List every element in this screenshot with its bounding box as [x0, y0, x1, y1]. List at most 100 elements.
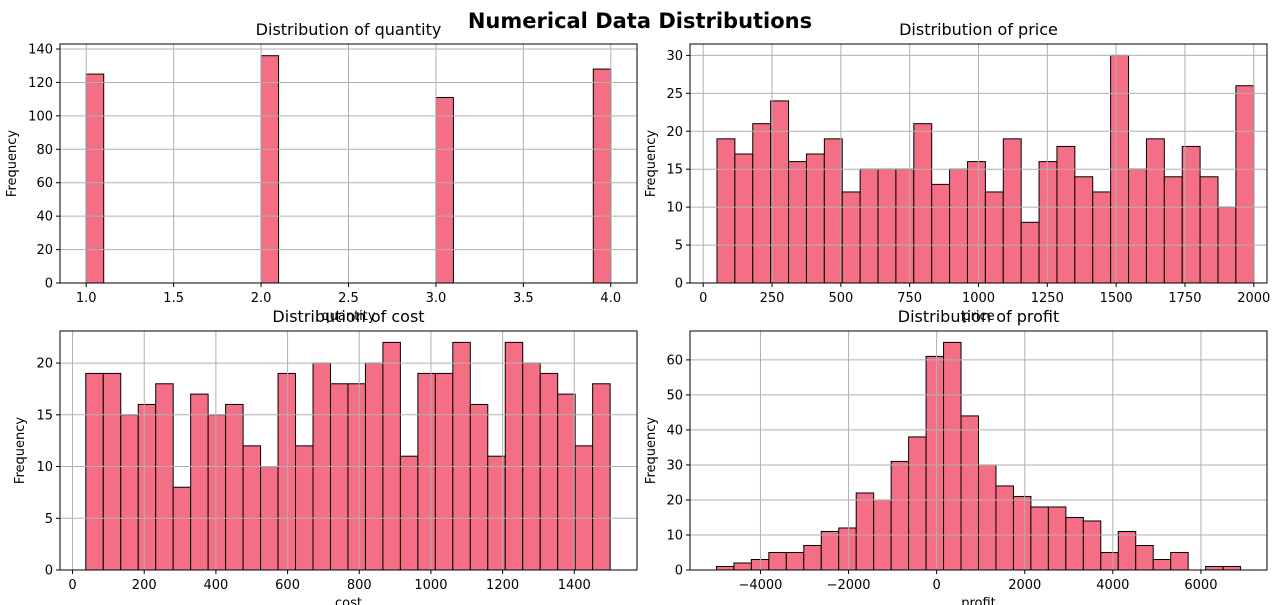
- x-tick-label: 1750: [1168, 291, 1201, 306]
- histogram-bar: [803, 544, 822, 571]
- histogram-bar: [995, 485, 1014, 571]
- histogram-bar: [949, 168, 968, 284]
- x-tick-label: 250: [760, 291, 785, 306]
- histogram-bar: [1082, 520, 1102, 571]
- y-tick-label: 0: [45, 564, 53, 579]
- histogram-bar: [768, 551, 787, 571]
- histogram-bar: [1170, 551, 1189, 571]
- y-tick-label: 10: [666, 201, 683, 216]
- histogram-bar: [1092, 191, 1112, 284]
- histogram-bar: [785, 551, 805, 571]
- y-tick-label: 140: [28, 43, 53, 58]
- panel-title: Distribution of quantity: [256, 20, 442, 39]
- histogram-bar: [1056, 145, 1076, 284]
- x-tick-label: 750: [897, 291, 922, 306]
- x-axis-label: profit: [961, 596, 996, 605]
- histogram-bar: [984, 191, 1004, 284]
- x-tick-label: 6000: [1184, 578, 1217, 593]
- histogram-bar: [960, 415, 980, 571]
- histogram-bar: [1117, 530, 1137, 571]
- figure-title: Numerical Data Distributions: [468, 9, 812, 33]
- y-tick-label: 15: [36, 408, 53, 423]
- y-tick-label: 40: [36, 210, 53, 225]
- histogram-bar: [504, 341, 524, 571]
- x-tick-label: 1200: [486, 578, 519, 593]
- histogram-bar: [913, 123, 933, 284]
- panel-cost: 0 200 400 600 800 1000 1200 1400 0 5 10 15 20 Distrib…: [13, 307, 638, 605]
- x-tick-label: 1000: [414, 578, 447, 593]
- histogram-bar: [770, 100, 790, 284]
- y-tick-label: 0: [675, 564, 683, 579]
- histogram-bar: [820, 530, 840, 571]
- y-axis-label: Frequency: [5, 130, 20, 197]
- x-tick-label: 4.0: [600, 291, 621, 306]
- histogram-bar: [931, 183, 951, 284]
- x-tick-label: 800: [347, 578, 372, 593]
- histogram-bar: [1128, 168, 1147, 284]
- y-tick-label: 60: [36, 176, 53, 191]
- histogram-bar: [1205, 565, 1224, 571]
- histogram-bar: [1152, 558, 1172, 571]
- x-tick-label: 1.0: [76, 291, 97, 306]
- histogram-bar: [841, 191, 861, 284]
- y-tick-label: 15: [666, 163, 683, 178]
- histogram-bar: [978, 464, 997, 571]
- panel-profit: −4000 −2000 0 2000 4000 6000 0 10 20 30 40 50 60 Dist…: [644, 307, 1268, 605]
- histogram-bar: [592, 383, 611, 571]
- histogram-bar: [1100, 551, 1119, 571]
- histogram-bar: [752, 123, 772, 284]
- y-tick-label: 20: [36, 243, 53, 258]
- x-tick-label: 3.0: [426, 291, 447, 306]
- histogram-bar: [137, 403, 157, 571]
- histogram-bar: [172, 486, 192, 571]
- x-tick-label: 2.5: [338, 291, 359, 306]
- histogram-bar: [557, 393, 576, 571]
- histogram-bar: [1135, 544, 1154, 571]
- panel-price: 0 250 500 750 1000 1250 1500 1750 2000 0 5 10 15 20 25…: [644, 20, 1270, 324]
- x-tick-label: 4000: [1096, 578, 1129, 593]
- histogram-bar: [102, 372, 122, 571]
- histogram-bar: [859, 168, 879, 284]
- y-tick-label: 10: [36, 460, 53, 475]
- histogram-bar: [434, 372, 454, 571]
- histogram-bar: [1030, 506, 1049, 571]
- y-tick-label: 20: [666, 493, 683, 508]
- y-tick-label: 25: [666, 87, 683, 102]
- x-tick-label: 1500: [1100, 291, 1133, 306]
- y-tick-label: 5: [675, 239, 683, 254]
- histogram-bar: [877, 168, 897, 284]
- histogram-bar: [716, 138, 736, 284]
- histogram-bar: [435, 96, 454, 284]
- histogram-bar: [908, 436, 927, 571]
- x-tick-label: 1000: [962, 291, 995, 306]
- histogram-bar: [1020, 221, 1040, 284]
- histogram-bar: [1074, 176, 1094, 284]
- x-tick-label: 1.5: [163, 291, 184, 306]
- histogram-bar: [260, 55, 280, 284]
- y-tick-label: 20: [666, 125, 683, 140]
- y-tick-label: 0: [45, 277, 53, 292]
- histogram-bar: [574, 445, 594, 571]
- panel-quantity: 1.0 1.5 2.0 2.5 3.0 3.5 4.0 0 20 40 60 80 100 120 140 D…: [5, 20, 638, 324]
- histogram-bar: [823, 138, 843, 284]
- y-axis-label: Frequency: [644, 417, 659, 484]
- histogram-bar: [207, 414, 227, 571]
- x-axis-label: quantity: [321, 309, 376, 324]
- x-tick-label: 500: [828, 291, 853, 306]
- y-tick-label: 100: [28, 109, 53, 124]
- axes-frame: [689, 330, 1268, 571]
- histogram-bar: [417, 372, 436, 571]
- histogram-bar: [1235, 85, 1255, 284]
- histogram-bar: [399, 455, 419, 571]
- histogram-bar: [295, 445, 314, 571]
- histogram-bar: [1065, 516, 1084, 571]
- histogram-bar: [890, 460, 910, 571]
- y-tick-label: 20: [36, 357, 53, 372]
- x-tick-label: 3.5: [513, 291, 534, 306]
- histogram-bar: [1002, 138, 1022, 284]
- y-tick-label: 5: [45, 512, 53, 527]
- histogram-bar: [1038, 161, 1058, 284]
- histogram-bar: [788, 161, 807, 284]
- y-tick-label: 80: [36, 143, 53, 158]
- histogram-bar: [895, 168, 915, 284]
